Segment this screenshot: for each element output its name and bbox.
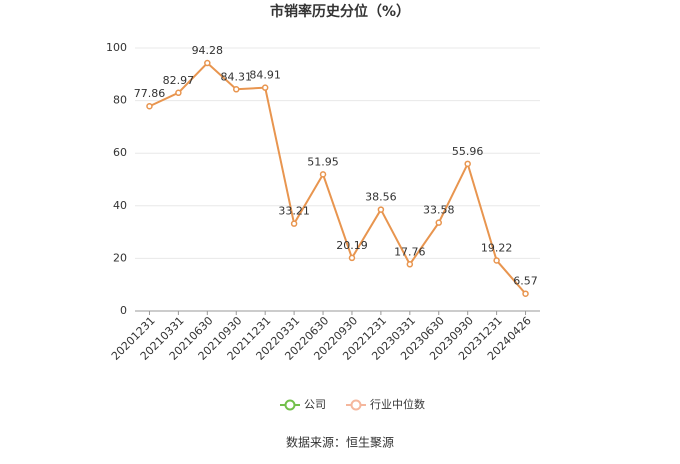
legend-label: 公司 (304, 398, 326, 411)
data-label: 20.19 (336, 239, 368, 252)
data-label: 82.97 (163, 74, 195, 87)
legend-marker (284, 399, 296, 411)
data-label: 33.58 (423, 204, 455, 217)
point (233, 86, 240, 93)
point (261, 84, 269, 91)
point (175, 89, 182, 97)
point (493, 257, 500, 264)
point (377, 206, 385, 213)
chart-title: 市销率历史分位（%） (270, 3, 410, 20)
y-tick-label: 0 (120, 304, 127, 317)
source: 数据来源：恒生聚源 (286, 435, 394, 450)
data-label: 84.91 (249, 69, 281, 82)
data-label: 84.31 (221, 70, 253, 83)
data-label: 55.96 (452, 145, 484, 158)
legend-label: 行业中位数 (370, 397, 425, 411)
point (146, 102, 153, 110)
data-label: 77.86 (134, 87, 166, 100)
point (319, 171, 327, 178)
point (435, 219, 442, 226)
line (149, 61, 527, 295)
point (290, 220, 298, 227)
y-tick-label: 20 (113, 251, 127, 264)
data-label: 94.28 (192, 44, 224, 57)
legend-marker (350, 399, 362, 411)
data-label: 33.21 (278, 205, 310, 218)
y-tick-label: 40 (113, 199, 127, 212)
data-label: 19.22 (481, 241, 513, 254)
point (522, 290, 529, 297)
point (406, 261, 414, 268)
point (348, 254, 356, 262)
point (464, 160, 471, 168)
y-tick-label: 100 (106, 41, 127, 54)
point (204, 59, 211, 67)
data-label: 38.56 (365, 191, 397, 204)
data-label: 51.95 (307, 155, 339, 168)
data-label: 6.57 (513, 275, 538, 288)
data-label: 17.76 (394, 245, 426, 258)
y-tick-label: 80 (113, 94, 127, 107)
y-tick-label: 60 (113, 146, 127, 159)
